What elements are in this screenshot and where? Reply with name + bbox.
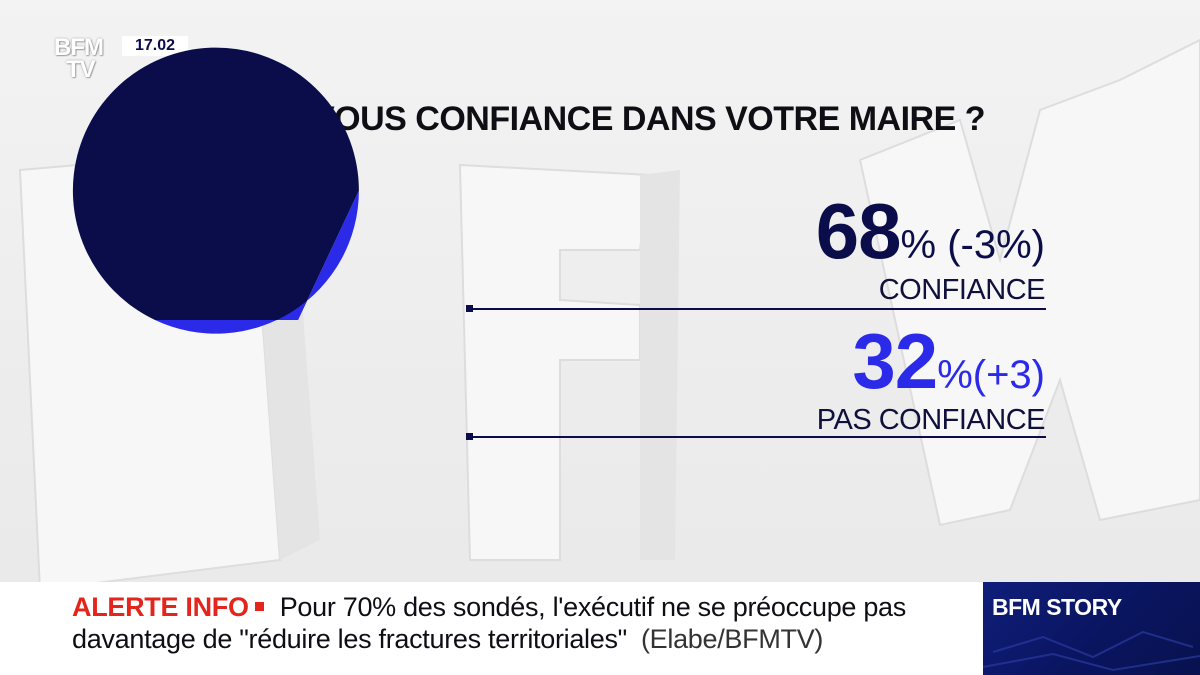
divider-confiance bbox=[466, 305, 1046, 312]
channel-badge-label: BFM STORY bbox=[992, 594, 1122, 620]
suffix-pas-confiance: %(+3) bbox=[937, 353, 1045, 397]
ticker-line2-row: davantage de "réduire les fractures terr… bbox=[72, 624, 823, 655]
divider-pas-confiance bbox=[466, 433, 1046, 440]
alert-info-label: ALERTE INFO bbox=[72, 592, 249, 622]
suffix-confiance: % (-3%) bbox=[900, 223, 1045, 267]
channel-badge: BFM STORY bbox=[983, 582, 1200, 675]
logo-line2: TV bbox=[66, 56, 96, 83]
badge-pattern-icon bbox=[983, 630, 1200, 672]
ticker-line2: davantage de "réduire les fractures terr… bbox=[72, 624, 627, 654]
pie-slice-confiance bbox=[72, 47, 359, 320]
label-pas-confiance: PAS CONFIANCE bbox=[816, 404, 1046, 436]
bfmtv-logo: BFM TV bbox=[54, 34, 114, 86]
news-ticker: ALERTE INFO Pour 70% des sondés, l'exécut… bbox=[0, 582, 983, 675]
logo-line1: BFM bbox=[54, 34, 104, 61]
ticker-source: (Elabe/BFMTV) bbox=[640, 624, 824, 654]
label-confiance: CONFIANCE bbox=[878, 274, 1046, 306]
result-confiance: 68% (-3%) CONFIANCE bbox=[816, 192, 1046, 307]
result-pas-confiance: 32%(+3) PAS CONFIANCE bbox=[816, 322, 1046, 437]
ticker-line1: Pour 70% des sondés, l'exécutif ne se pr… bbox=[279, 592, 907, 622]
alert-bullet-icon bbox=[254, 601, 264, 611]
ticker-line1-row: ALERTE INFO Pour 70% des sondés, l'exécut… bbox=[72, 592, 906, 623]
clock-time: 17.02 bbox=[122, 36, 188, 56]
value-pas-confiance: 32 bbox=[852, 317, 938, 405]
value-confiance: 68 bbox=[815, 187, 902, 275]
